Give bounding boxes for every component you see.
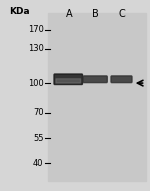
FancyBboxPatch shape xyxy=(56,79,81,83)
Text: C: C xyxy=(118,9,125,19)
FancyBboxPatch shape xyxy=(111,76,132,83)
Bar xyxy=(48,13,146,181)
FancyBboxPatch shape xyxy=(54,74,82,84)
Text: 70: 70 xyxy=(33,108,44,117)
FancyBboxPatch shape xyxy=(83,76,107,83)
Text: B: B xyxy=(92,9,99,19)
Text: 40: 40 xyxy=(33,159,44,168)
Text: 130: 130 xyxy=(28,44,43,53)
Text: KDa: KDa xyxy=(9,7,30,16)
Text: 55: 55 xyxy=(33,134,44,143)
Text: 170: 170 xyxy=(28,25,43,34)
Text: A: A xyxy=(66,9,72,19)
Text: 100: 100 xyxy=(28,79,44,88)
